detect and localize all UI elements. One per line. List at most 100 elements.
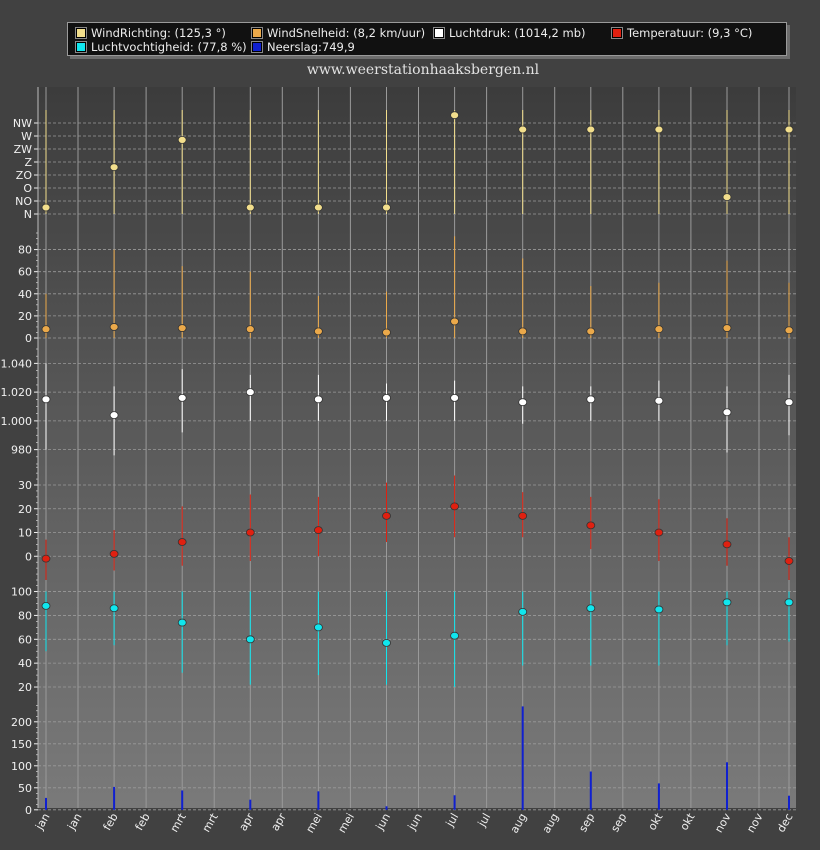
data-point — [518, 398, 528, 407]
panel-luchtdruk: 980 1.000 1.020 1.040 — [1, 348, 796, 465]
data-point — [177, 538, 187, 546]
bar — [113, 786, 116, 810]
bar — [788, 795, 790, 810]
data-point — [654, 396, 664, 405]
data-point — [41, 203, 51, 212]
data-point — [109, 549, 119, 558]
data-point — [586, 521, 596, 530]
x-tick-label: apr — [269, 811, 290, 834]
y-tick-label: NW — [13, 117, 32, 130]
y-tick-label: 980 — [11, 444, 32, 457]
y-tick-label: 40 — [18, 657, 32, 670]
data-point — [313, 526, 323, 535]
x-tick-label: mei — [335, 811, 357, 835]
data-point — [177, 135, 187, 144]
data-point — [313, 395, 323, 404]
data-point — [586, 395, 596, 404]
x-tick-label: okt — [646, 810, 666, 832]
data-point — [177, 324, 187, 332]
bar — [45, 797, 47, 810]
x-tick-label: okt — [678, 810, 698, 832]
data-point — [177, 618, 187, 627]
bar — [385, 806, 388, 810]
data-point — [41, 601, 51, 610]
y-tick-label: ZW — [14, 143, 33, 156]
legend-item: WindSnelheid: (8,2 km/uur) — [251, 26, 426, 40]
x-tick-label: sep — [576, 811, 597, 834]
data-point — [654, 125, 664, 134]
data-point — [382, 328, 391, 337]
data-point — [109, 411, 119, 420]
y-tick-label: 100 — [11, 760, 32, 773]
data-point — [722, 540, 732, 549]
x-tick-label: mrt — [168, 810, 189, 834]
data-point — [518, 125, 528, 134]
data-point — [109, 163, 119, 172]
y-tick-label: 1.040 — [1, 357, 33, 370]
y-tick-label: 20 — [18, 681, 32, 694]
y-tick-label: 80 — [18, 244, 32, 257]
data-point — [313, 327, 323, 336]
legend-swatch — [611, 27, 623, 39]
y-tick-label: 60 — [18, 266, 32, 279]
data-point — [586, 125, 596, 134]
y-tick-label: 0 — [25, 550, 32, 563]
x-tick-label: mei — [303, 811, 325, 835]
data-point — [450, 317, 460, 326]
legend-label: Luchtdruk: (1014,2 mb) — [449, 26, 586, 40]
data-point — [109, 323, 119, 331]
bar — [657, 783, 660, 810]
data-point — [450, 631, 460, 640]
legend-item: Luchtdruk: (1014,2 mb) — [433, 26, 586, 40]
data-point — [518, 511, 528, 520]
x-tick-label: apr — [237, 811, 258, 834]
legend-item: Luchtvochtigheid: (77,8 %) — [75, 40, 247, 54]
legend-item: Neerslag:749,9 — [251, 40, 355, 54]
data-point — [41, 325, 51, 334]
legend-swatch — [75, 41, 87, 53]
bar — [521, 706, 524, 810]
data-point — [586, 327, 596, 336]
x-tick-label: jul — [475, 811, 493, 830]
y-tick-label: 0 — [25, 804, 32, 817]
legend-label: Temperatuur: (9,3 °C) — [627, 26, 753, 40]
y-tick-label: 1.020 — [1, 386, 33, 399]
bar — [726, 762, 728, 810]
data-point — [313, 203, 323, 212]
data-point — [382, 511, 391, 520]
legend-swatch — [75, 27, 87, 39]
site-title: www.weerstationhaaksbergen.nl — [306, 62, 540, 78]
y-tick-label: 0 — [25, 332, 32, 345]
data-point — [784, 598, 794, 607]
data-point — [518, 607, 528, 616]
x-tick-label: jan — [32, 811, 52, 833]
data-point — [382, 393, 391, 402]
data-point — [245, 635, 255, 644]
x-tick-label: aug — [508, 811, 530, 835]
y-tick-label: 50 — [18, 782, 32, 795]
y-tick-label: 10 — [18, 527, 32, 540]
y-tick-label: N — [24, 208, 32, 221]
data-point — [784, 326, 794, 335]
y-tick-label: O — [23, 182, 32, 195]
x-tick-label: sep — [608, 811, 629, 834]
data-point — [177, 393, 187, 402]
legend-item: WindRichting: (125,3 °) — [75, 26, 226, 40]
data-point — [382, 638, 391, 647]
legend-label: Neerslag:749,9 — [267, 40, 355, 54]
bar — [317, 791, 320, 810]
data-point — [784, 125, 794, 134]
y-tick-label: 20 — [18, 310, 32, 323]
y-tick-label: 20 — [18, 503, 32, 516]
plot-area — [38, 87, 796, 808]
legend-swatch — [433, 27, 445, 39]
legend-label: WindSnelheid: (8,2 km/uur) — [267, 26, 426, 40]
x-tick-label: jun — [405, 811, 425, 833]
legend-swatch — [251, 41, 263, 53]
data-point — [722, 408, 732, 417]
data-point — [313, 623, 323, 632]
panel-windsnelheid: 0 20 40 60 80 — [18, 232, 796, 345]
y-tick-label: 40 — [18, 288, 32, 301]
